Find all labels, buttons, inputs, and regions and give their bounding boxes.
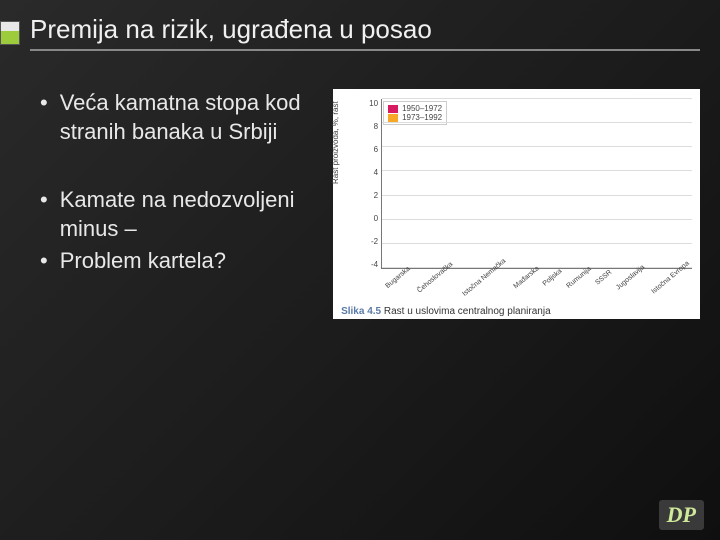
y-axis-title: Rast proizvoda, %, rast	[331, 101, 340, 184]
content-area: • Veća kamatna stopa kod stranih banaka …	[0, 59, 720, 319]
bullet-text: Kamate na nedozvoljeni minus –	[60, 186, 333, 243]
y-tick-label: 6	[341, 145, 378, 154]
bullet-dot-icon: •	[40, 186, 48, 243]
grid-line	[382, 98, 692, 99]
grid-line	[382, 170, 692, 171]
y-tick-label: 4	[341, 168, 378, 177]
grid-line	[382, 122, 692, 123]
x-tick-label: Bugarska	[385, 265, 412, 289]
grid-line	[382, 146, 692, 147]
y-tick-label: -4	[341, 260, 378, 269]
y-axis: 10 8 6 4 2 0 -2 -4	[341, 99, 381, 269]
plot	[381, 99, 692, 269]
list-item: • Kamate na nedozvoljeni minus –	[40, 186, 333, 243]
y-tick-label: 0	[341, 214, 378, 223]
list-item: • Veća kamatna stopa kod stranih banaka …	[40, 89, 333, 146]
y-tick-label: -2	[341, 237, 378, 246]
x-tick-label: Rumunija	[565, 265, 592, 289]
bullet-text: Problem kartela?	[60, 247, 226, 276]
bullet-dot-icon: •	[40, 247, 48, 276]
caption-text: Rast u uslovima centralnog planiranja	[384, 306, 551, 317]
list-item: • Problem kartela?	[40, 247, 333, 276]
chart-caption: Slika 4.5 Rast u uslovima centralnog pla…	[341, 306, 551, 317]
bullet-text: Veća kamatna stopa kod stranih banaka u …	[60, 89, 333, 146]
chart-plot-area: 10 8 6 4 2 0 -2 -4	[341, 99, 692, 269]
grid-line	[382, 219, 692, 220]
bullet-dot-icon: •	[40, 89, 48, 146]
y-tick-label: 10	[341, 99, 378, 108]
footer-logo: DP	[659, 500, 704, 530]
slide-title: Premija na rizik, ugrađena u posao	[30, 14, 700, 51]
chart-container: 1950–1972 1973–1992 Rast proizvoda, %, r…	[333, 89, 700, 319]
x-tick-label: SSSR	[594, 269, 613, 287]
y-tick-label: 2	[341, 191, 378, 200]
bullet-list: • Veća kamatna stopa kod stranih banaka …	[40, 89, 333, 319]
grid-line	[382, 195, 692, 196]
x-axis: BugarskaČehoslovačkaIstočna NemačkaMađar…	[341, 269, 692, 282]
caption-lead: Slika 4.5	[341, 306, 381, 317]
grid-line	[382, 243, 692, 244]
x-tick-label: Poljska	[542, 268, 564, 288]
title-ornament-icon	[0, 21, 20, 45]
y-tick-label: 8	[341, 122, 378, 131]
title-bar: Premija na rizik, ugrađena u posao	[0, 0, 720, 59]
